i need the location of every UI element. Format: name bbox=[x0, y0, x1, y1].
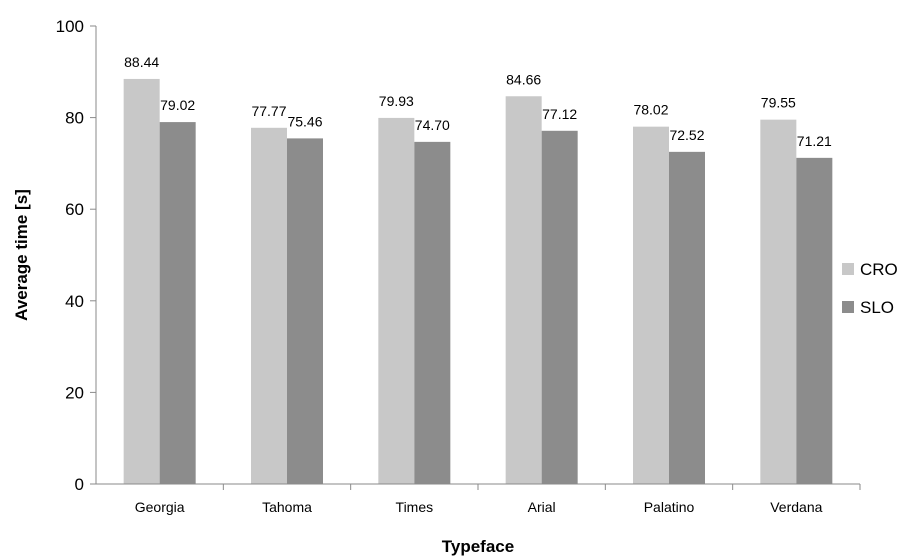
data-label: 71.21 bbox=[797, 133, 832, 149]
legend-label-cro: CRO bbox=[860, 260, 898, 279]
data-label: 74.70 bbox=[415, 117, 450, 133]
y-axis-title: Average time [s] bbox=[12, 189, 31, 321]
category-labels: Georgia Tahoma Times Arial Palatino Verdana bbox=[135, 484, 861, 515]
bars bbox=[123, 78, 833, 485]
x-tick-label: Georgia bbox=[135, 499, 185, 515]
bar-slo bbox=[541, 130, 578, 484]
data-label: 84.66 bbox=[506, 71, 541, 87]
y-axis-ticks: 0 20 40 60 80 100 bbox=[56, 17, 96, 494]
x-tick-label: Tahoma bbox=[262, 499, 312, 515]
bar-slo bbox=[669, 151, 705, 484]
data-label: 79.02 bbox=[160, 97, 195, 113]
y-tick-label: 40 bbox=[65, 292, 84, 311]
y-tick-label: 100 bbox=[56, 17, 84, 36]
legend-label-slo: SLO bbox=[860, 298, 894, 317]
legend-swatch-cro bbox=[842, 263, 854, 275]
bar-cro bbox=[123, 78, 160, 485]
y-tick-label: 80 bbox=[65, 109, 84, 128]
bar-cro bbox=[378, 117, 415, 485]
y-tick-label: 60 bbox=[65, 200, 84, 219]
bar-cro bbox=[633, 126, 669, 485]
x-axis-title: Typeface bbox=[442, 537, 514, 556]
legend-swatch-slo bbox=[842, 301, 854, 313]
y-tick-label: 20 bbox=[65, 383, 84, 402]
data-label: 79.55 bbox=[761, 95, 796, 111]
bar-slo bbox=[414, 141, 451, 484]
data-label: 77.77 bbox=[251, 103, 286, 119]
x-tick-label: Palatino bbox=[644, 499, 695, 515]
bar-cro bbox=[760, 119, 797, 484]
bar-slo bbox=[796, 157, 833, 484]
data-label: 77.12 bbox=[542, 106, 577, 122]
bar-cro bbox=[505, 96, 542, 484]
bar-slo bbox=[287, 138, 323, 485]
y-tick-label: 0 bbox=[75, 475, 84, 494]
legend: CRO SLO bbox=[842, 260, 898, 317]
x-tick-label: Verdana bbox=[770, 499, 822, 515]
data-label: 75.46 bbox=[287, 113, 322, 129]
bar-slo bbox=[159, 122, 196, 484]
data-label: 78.02 bbox=[633, 102, 668, 118]
data-label: 79.93 bbox=[379, 93, 414, 109]
bar-cro bbox=[251, 127, 287, 484]
x-tick-label: Arial bbox=[528, 499, 556, 515]
data-label: 88.44 bbox=[124, 54, 159, 70]
x-tick-label: Times bbox=[396, 499, 434, 515]
data-label: 72.52 bbox=[669, 127, 704, 143]
